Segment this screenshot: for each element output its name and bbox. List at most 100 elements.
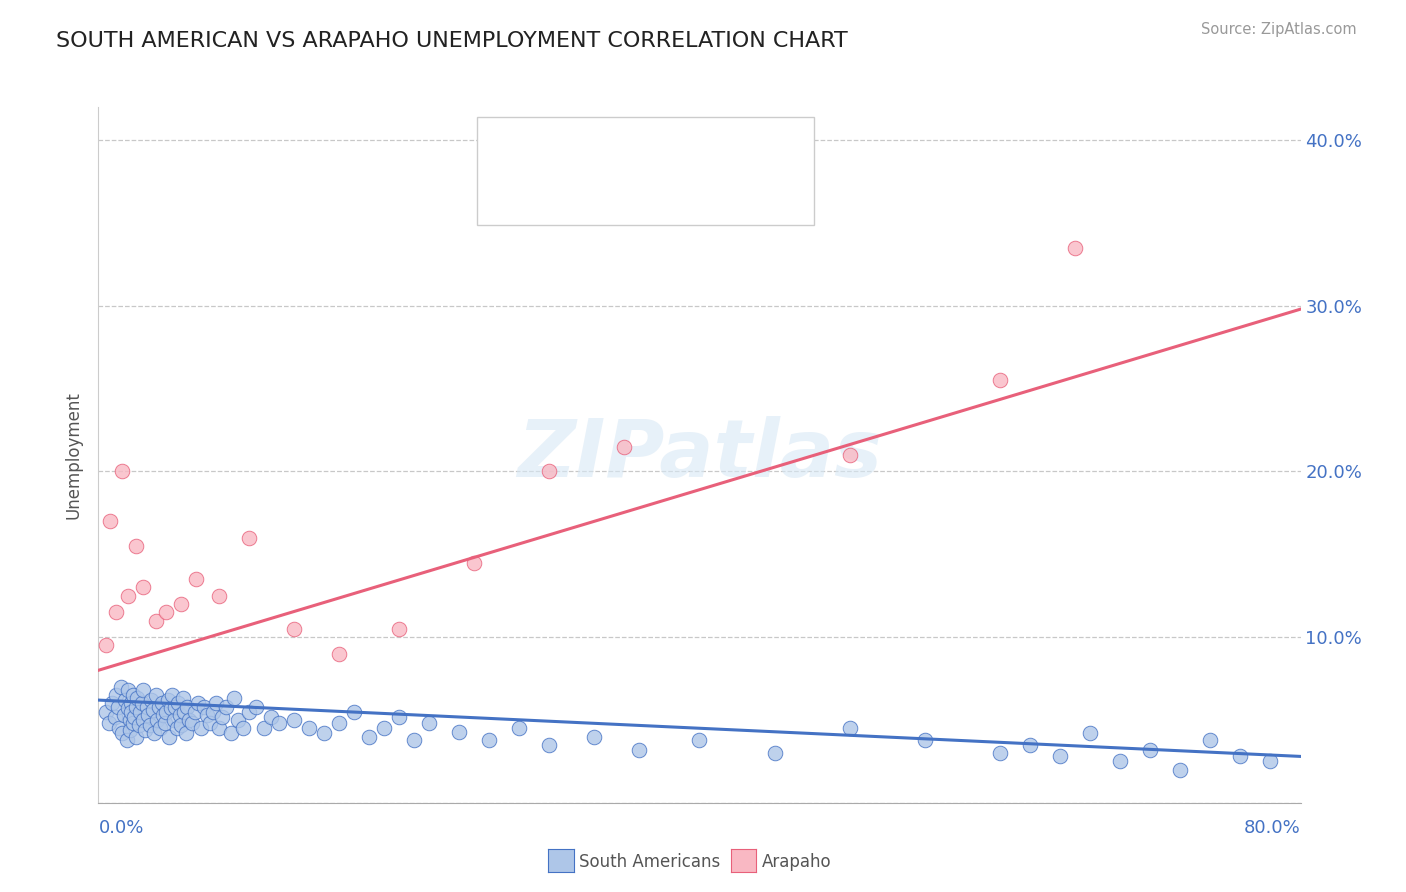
Point bbox=[1170, 763, 1192, 777]
Point bbox=[312, 726, 335, 740]
Point bbox=[193, 699, 215, 714]
Point bbox=[105, 605, 128, 619]
Point bbox=[121, 705, 143, 719]
Point bbox=[121, 697, 143, 711]
Point bbox=[1139, 743, 1161, 757]
Point bbox=[172, 691, 194, 706]
Point bbox=[763, 746, 786, 760]
Point bbox=[107, 699, 129, 714]
Point bbox=[508, 721, 530, 735]
Point bbox=[988, 746, 1011, 760]
Point bbox=[838, 448, 860, 462]
Point bbox=[1049, 749, 1071, 764]
Y-axis label: Unemployment: Unemployment bbox=[65, 391, 83, 519]
Point bbox=[150, 697, 173, 711]
Point bbox=[328, 647, 350, 661]
Point bbox=[94, 705, 117, 719]
Point bbox=[165, 699, 187, 714]
Point bbox=[1064, 241, 1087, 255]
Point bbox=[169, 708, 191, 723]
Point bbox=[167, 697, 190, 711]
Point bbox=[139, 693, 162, 707]
Point bbox=[155, 705, 177, 719]
Point bbox=[215, 699, 238, 714]
Point bbox=[166, 721, 188, 735]
Point bbox=[152, 708, 174, 723]
Point bbox=[132, 581, 155, 595]
Text: SOUTH AMERICAN VS ARAPAHO UNEMPLOYMENT CORRELATION CHART: SOUTH AMERICAN VS ARAPAHO UNEMPLOYMENT C… bbox=[56, 31, 848, 51]
Text: R =: R = bbox=[527, 186, 567, 204]
Point bbox=[129, 705, 152, 719]
Point bbox=[132, 683, 155, 698]
Point bbox=[1199, 732, 1222, 747]
Point bbox=[101, 697, 124, 711]
Text: South Americans: South Americans bbox=[579, 853, 720, 871]
Point bbox=[232, 721, 254, 735]
Point bbox=[180, 716, 202, 731]
Point bbox=[117, 683, 139, 698]
Point bbox=[211, 709, 233, 723]
Point bbox=[125, 699, 148, 714]
Point bbox=[115, 732, 138, 747]
Point bbox=[138, 718, 160, 732]
Point bbox=[388, 622, 411, 636]
Point bbox=[148, 699, 170, 714]
Point bbox=[134, 723, 156, 737]
Point bbox=[108, 721, 131, 735]
Point bbox=[226, 713, 249, 727]
Text: ZIPatlas: ZIPatlas bbox=[517, 416, 882, 494]
Point bbox=[118, 713, 141, 727]
Point bbox=[117, 589, 139, 603]
Point bbox=[100, 514, 122, 528]
Point bbox=[122, 688, 145, 702]
Point bbox=[153, 716, 176, 731]
Point bbox=[260, 709, 283, 723]
Point bbox=[160, 688, 183, 702]
Point bbox=[238, 705, 260, 719]
Point bbox=[538, 738, 561, 752]
Point bbox=[267, 716, 290, 731]
Point bbox=[222, 691, 245, 706]
Point bbox=[204, 697, 226, 711]
Point bbox=[104, 709, 127, 723]
Point bbox=[112, 708, 135, 723]
Point bbox=[118, 723, 141, 737]
Point bbox=[125, 539, 148, 553]
Point bbox=[141, 703, 163, 717]
Point bbox=[135, 699, 157, 714]
Point bbox=[238, 531, 260, 545]
Point bbox=[538, 465, 561, 479]
Point bbox=[132, 713, 155, 727]
Point bbox=[124, 709, 146, 723]
Point bbox=[298, 721, 321, 735]
Point bbox=[117, 701, 139, 715]
Point bbox=[94, 639, 117, 653]
Text: 22: 22 bbox=[643, 186, 666, 204]
Point bbox=[1019, 738, 1042, 752]
Text: Source: ZipAtlas.com: Source: ZipAtlas.com bbox=[1201, 22, 1357, 37]
Point bbox=[187, 697, 209, 711]
Point bbox=[357, 730, 380, 744]
Point bbox=[145, 614, 167, 628]
Point bbox=[583, 730, 606, 744]
Point bbox=[146, 713, 169, 727]
Point bbox=[159, 701, 181, 715]
Point bbox=[838, 721, 860, 735]
Point bbox=[183, 705, 205, 719]
Point bbox=[111, 465, 134, 479]
Point bbox=[125, 730, 148, 744]
Point bbox=[173, 705, 195, 719]
Point bbox=[131, 697, 153, 711]
Point bbox=[447, 724, 470, 739]
Text: -0.302: -0.302 bbox=[554, 136, 612, 153]
Point bbox=[208, 721, 231, 735]
Text: R =: R = bbox=[527, 136, 567, 153]
Point bbox=[373, 721, 395, 735]
Point bbox=[136, 708, 159, 723]
Point bbox=[1109, 755, 1132, 769]
Point bbox=[97, 716, 120, 731]
Text: 110: 110 bbox=[643, 136, 676, 153]
Point bbox=[463, 556, 485, 570]
Point bbox=[219, 726, 242, 740]
Point bbox=[155, 605, 177, 619]
